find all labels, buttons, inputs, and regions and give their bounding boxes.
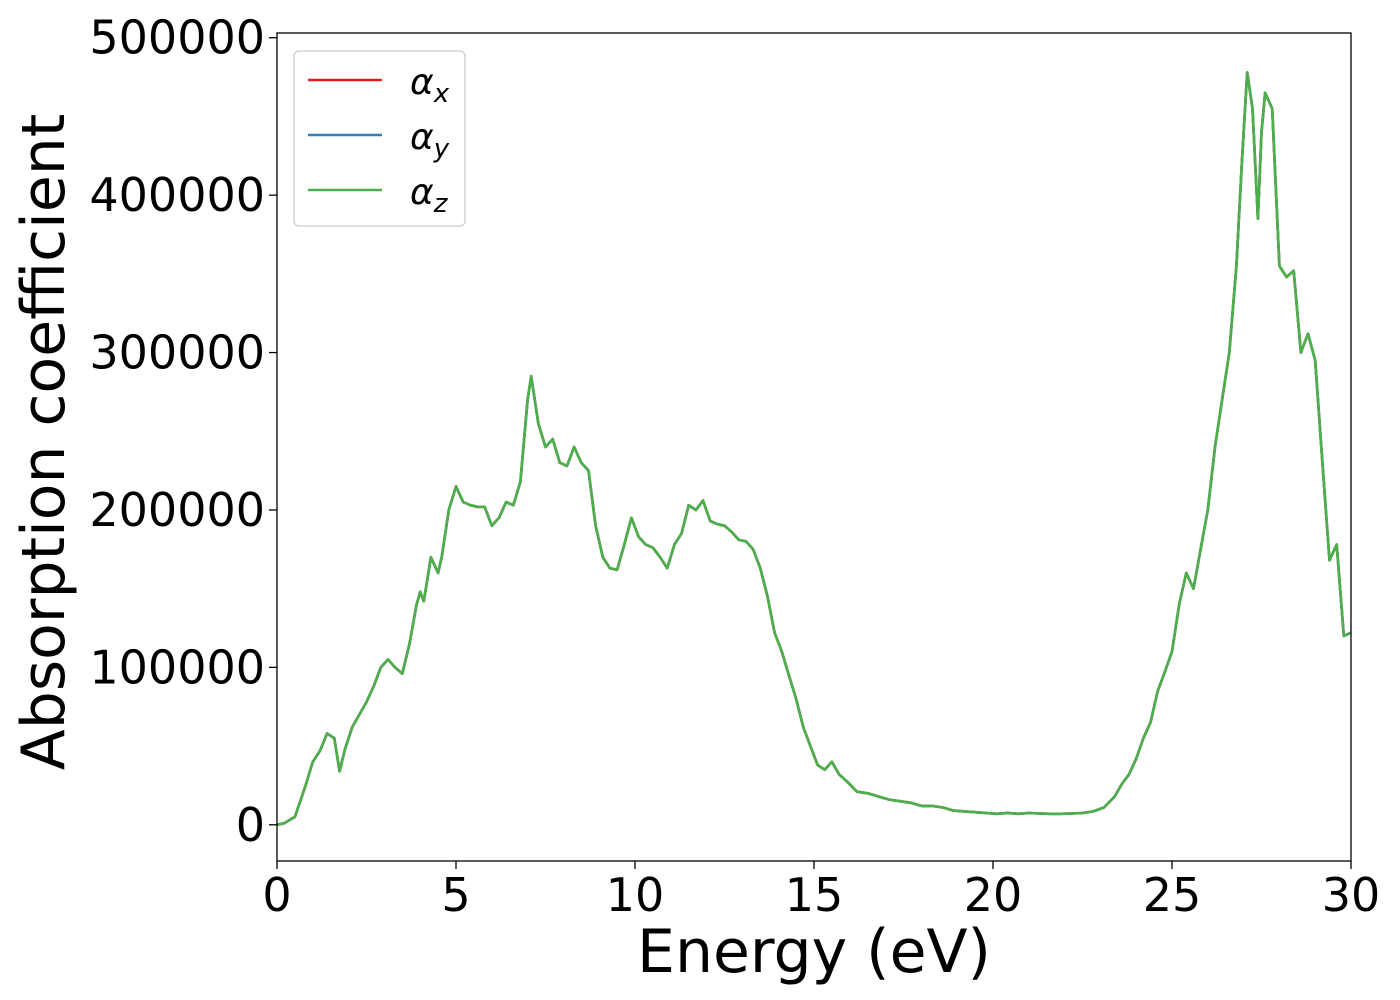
x-tick-label: 0 <box>262 868 291 922</box>
y-tick-label: 300000 <box>89 326 265 380</box>
series-line-z <box>277 71 1351 827</box>
y-axis-label: Absorption coefficient <box>9 114 79 771</box>
legend-box <box>293 50 466 227</box>
legend: αx αy αz <box>293 50 466 227</box>
y-tick-label: 100000 <box>89 640 265 694</box>
x-tick-label: 25 <box>1143 868 1202 922</box>
x-tick-label: 15 <box>785 868 844 922</box>
x-tick-label: 5 <box>441 868 470 922</box>
legend-label-z: αz <box>410 172 449 219</box>
x-axis-ticks: 0 5 10 15 20 25 30 <box>262 861 1380 922</box>
series-lines <box>277 71 1351 827</box>
x-tick-label: 30 <box>1322 868 1381 922</box>
x-tick-label: 10 <box>606 868 665 922</box>
y-tick-label: 500000 <box>89 11 265 65</box>
y-tick-label: 200000 <box>89 483 265 537</box>
x-axis-label: Energy (eV) <box>637 917 991 987</box>
x-tick-label: 20 <box>964 868 1023 922</box>
legend-label-y: αy <box>410 117 450 164</box>
y-axis-ticks: 0 100000 200000 300000 400000 500000 <box>89 11 277 852</box>
y-tick-label: 400000 <box>89 168 265 222</box>
y-tick-label: 0 <box>236 798 265 852</box>
legend-label-x: αx <box>410 62 450 109</box>
